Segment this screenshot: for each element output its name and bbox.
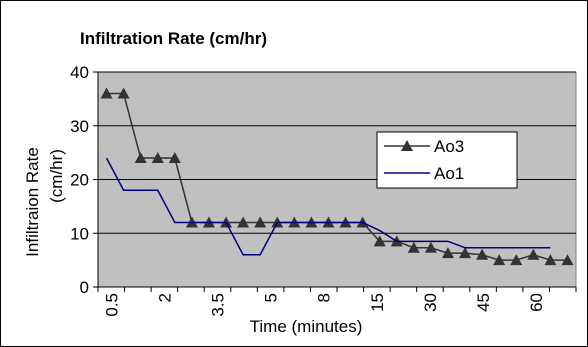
- data-point-ao3: [476, 248, 489, 260]
- x-tick-label: 0.5: [102, 293, 121, 317]
- x-tick-label: 8: [315, 293, 334, 302]
- data-point-ao3: [424, 241, 437, 253]
- y-tick-label: 30: [70, 117, 89, 136]
- x-tick-label: 15: [368, 293, 387, 312]
- legend-label-ao3: Ao3: [434, 137, 464, 156]
- x-tick-label: 5: [262, 293, 281, 302]
- y-tick-label: 10: [70, 224, 89, 243]
- x-axis: 0.5 2 3.5 5 8 15 30 45 60: [97, 286, 577, 317]
- gridlines: [98, 71, 576, 234]
- x-tick-label: 2: [155, 293, 174, 302]
- x-tick-label: 3.5: [209, 293, 228, 317]
- y-tick-label: 40: [70, 63, 89, 82]
- y-tick-label: 0: [80, 278, 89, 297]
- data-point-ao3: [254, 216, 267, 228]
- data-point-ao3: [168, 152, 181, 163]
- data-point-ao3: [407, 241, 420, 253]
- legend-label-ao1: Ao1: [434, 164, 464, 183]
- series-line-ao1: [105, 157, 551, 256]
- y-axis-label-line2: (cm/hr): [47, 149, 66, 203]
- legend-box: [376, 131, 518, 189]
- y-tick-label: 20: [70, 171, 89, 190]
- y-axis-label-line1: Infiltraion Rate: [23, 147, 42, 257]
- data-point-ao3: [561, 254, 574, 266]
- series-layer: [100, 87, 574, 266]
- x-tick-label: 30: [421, 293, 440, 312]
- data-point-ao3: [510, 254, 523, 266]
- data-point-ao3: [237, 216, 250, 228]
- legend: Ao3 Ao1: [376, 131, 518, 189]
- data-point-ao3: [441, 247, 454, 259]
- data-point-ao3: [493, 254, 506, 266]
- x-tick-label: 60: [527, 293, 546, 312]
- y-axis: 0 10 20 30 40: [70, 63, 99, 297]
- data-point-ao3: [373, 235, 386, 247]
- x-axis-label: Time (minutes): [250, 317, 363, 336]
- data-point-ao3: [151, 152, 164, 163]
- x-tick-label: 45: [474, 293, 493, 312]
- data-point-ao3: [117, 87, 130, 99]
- chart-title: Infiltration Rate (cm/hr): [80, 29, 267, 48]
- data-point-ao3: [100, 87, 113, 99]
- data-point-ao3: [459, 247, 472, 259]
- data-point-ao3: [134, 152, 147, 163]
- legend-marker-ao3: [401, 140, 413, 151]
- data-point-ao3: [544, 254, 557, 266]
- data-point-ao3: [527, 248, 540, 260]
